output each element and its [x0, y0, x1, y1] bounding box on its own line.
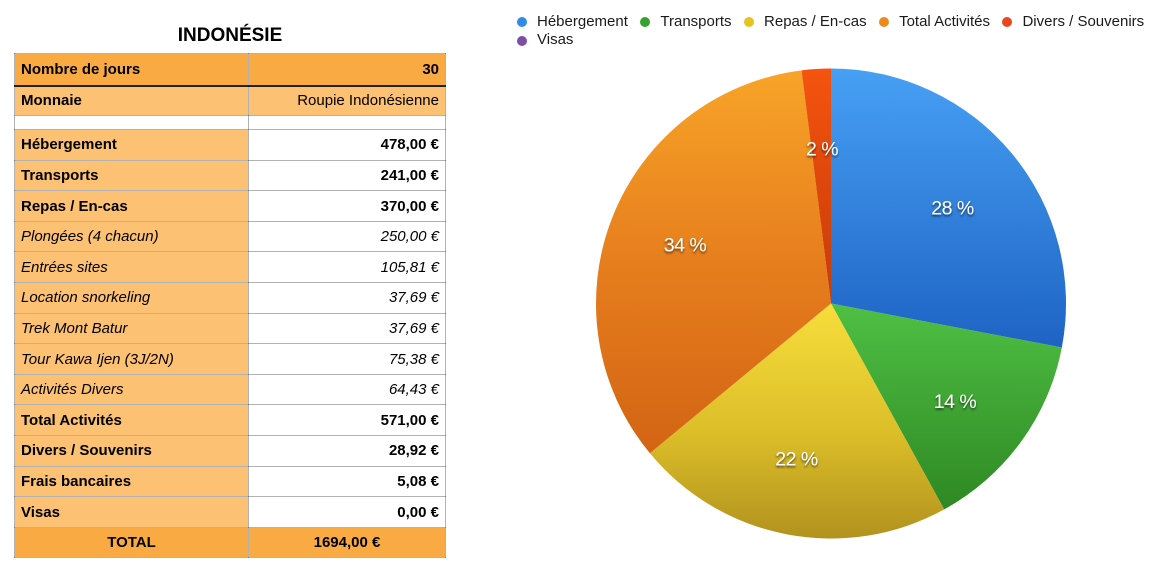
svg-text:22 %: 22 % — [775, 449, 818, 471]
svg-text:2 %: 2 % — [806, 139, 838, 161]
svg-text:28 %: 28 % — [931, 198, 974, 220]
svg-text:34 %: 34 % — [664, 235, 707, 257]
svg-text:14 %: 14 % — [934, 391, 977, 413]
